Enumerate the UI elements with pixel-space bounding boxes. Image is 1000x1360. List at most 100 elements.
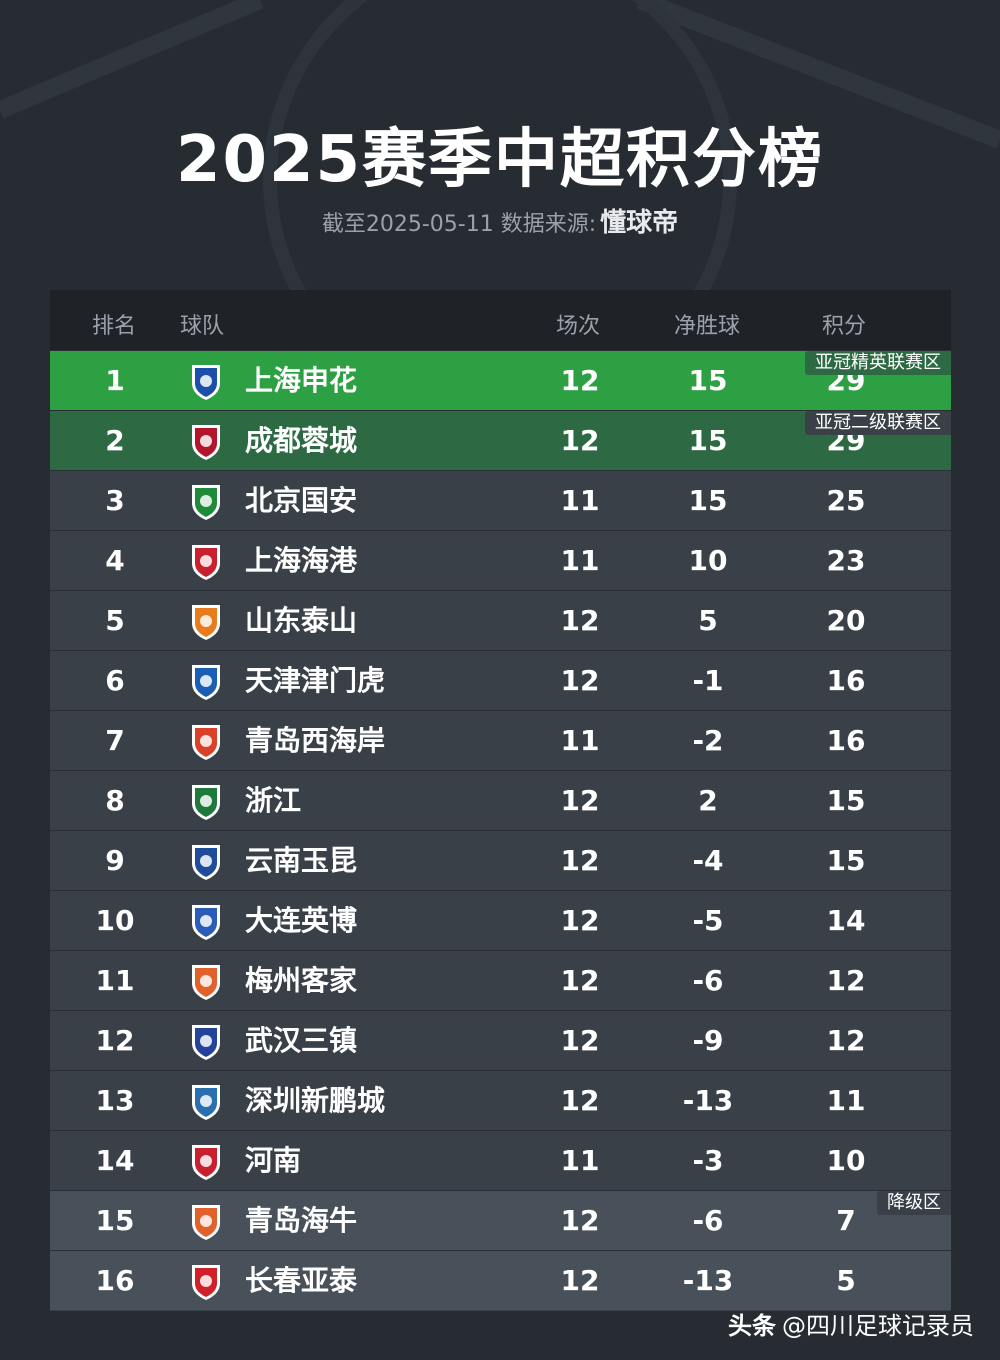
table-row: 3 北京国安 11 15 25 [50,470,951,530]
goal-diff-cell: 15 [688,484,728,517]
points-cell: 12 [826,964,866,997]
standings-table: 排名 球队 场次 净胜球 积分 1 上海申花 12 15 2 9 亚冠精英联赛区 2 成都蓉城 1… [50,290,951,1311]
team-logo-icon [186,541,226,581]
rank-cell: 1 [105,364,125,397]
header-played: 场次 [556,314,601,339]
played-cell: 12 [560,904,600,937]
team-name: 北京国安 [245,484,358,517]
zone-tag: 亚冠二级联赛区 [805,411,951,435]
team-logo-icon [186,481,226,521]
rank-cell: 4 [105,544,125,577]
team-logo-icon [186,721,226,761]
footer-watermark: 头条 @四川足球记录员 [728,1306,974,1341]
team-name: 上海海港 [245,544,358,577]
played-cell: 12 [560,784,600,817]
zone-tag: 亚冠精英联赛区 [805,351,951,375]
team-logo-icon [186,901,226,941]
source-brand: 懂球帝 [600,208,679,238]
goal-diff-cell: 15 [688,364,728,397]
team-logo-icon [186,601,226,641]
team-logo-icon [186,1261,226,1301]
goal-diff-cell: -9 [692,1024,724,1057]
team-name: 云南玉昆 [245,844,358,877]
team-logo-icon [186,361,226,401]
points-cell: 11 [826,1084,866,1117]
team-name: 天津津门虎 [245,664,386,697]
team-logo-icon [186,421,226,461]
played-cell: 12 [560,604,600,637]
goal-diff-cell: -1 [692,664,724,697]
goal-diff-cell: 2 [698,784,718,817]
table-row: 6 天津津门虎 12 -1 16 [50,650,951,710]
played-cell: 12 [560,1264,600,1297]
table-row: 4 上海海港 11 10 23 [50,530,951,590]
rank-cell: 3 [105,484,125,517]
table-row: 8 浙江 12 2 15 [50,770,951,830]
rank-cell: 13 [95,1084,135,1117]
team-name: 武汉三镇 [245,1024,358,1057]
team-name: 青岛海牛 [245,1204,358,1237]
table-row: 13 深圳新鹏城 12 -13 11 [50,1070,951,1130]
table-row: 10 大连英博 12 -5 14 [50,890,951,950]
goal-diff-cell: -13 [682,1264,734,1297]
played-cell: 12 [560,964,600,997]
team-logo-icon [186,1021,226,1061]
points-cell: 25 [826,484,866,517]
played-cell: 12 [560,1024,600,1057]
goal-diff-cell: 10 [688,544,728,577]
points-cell: 23 [826,544,866,577]
played-cell: 12 [560,424,600,457]
footer-prefix: 头条 [728,1312,776,1340]
team-name: 长春亚泰 [245,1264,358,1297]
goal-diff-cell: -3 [692,1144,724,1177]
goal-diff-cell: 5 [698,604,718,637]
points-cell: 12 [826,1024,866,1057]
team-name: 青岛西海岸 [245,724,386,757]
header-pts: 积分 [822,314,867,339]
rank-cell: 16 [95,1264,135,1297]
page-title: 2025赛季中超积分榜 [175,123,825,197]
points-cell: 16 [826,664,866,697]
table-row: 14 河南 11 -3 10 [50,1130,951,1190]
goal-diff-cell: 15 [688,424,728,457]
rank-cell: 11 [95,964,135,997]
zone-tag: 降级区 [877,1191,951,1215]
played-cell: 11 [560,1144,600,1177]
team-logo-icon [186,1141,226,1181]
goal-diff-cell: -4 [692,844,724,877]
team-name: 上海申花 [245,364,358,397]
goal-diff-cell: -6 [692,1204,724,1237]
header-team: 球队 [180,314,225,339]
table-row: 15 青岛海牛 12 -6 7 降级区 [50,1190,951,1250]
rank-cell: 12 [95,1024,135,1057]
rank-cell: 2 [105,424,125,457]
points-cell: 15 [826,784,866,817]
table-row: 2 成都蓉城 12 15 29 亚冠二级联赛区 [50,410,951,470]
header-rank: 排名 [92,314,137,339]
table-row: 1 上海申花 12 15 29 亚冠精英联赛区 [50,350,951,410]
team-name: 浙江 [245,784,302,817]
played-cell: 12 [560,1084,600,1117]
points-cell: 16 [826,724,866,757]
rank-cell: 8 [105,784,125,817]
team-name: 河南 [245,1144,302,1177]
played-cell: 12 [560,844,600,877]
team-logo-icon [186,961,226,1001]
header-gd: 净胜球 [674,314,741,339]
points-cell: 10 [826,1144,866,1177]
team-logo-icon [186,781,226,821]
points-cell: 7 [836,1204,856,1237]
rank-cell: 15 [95,1204,135,1237]
team-name: 山东泰山 [245,604,358,637]
page-subtitle: 截至2025-05-11 数据来源: 懂球帝 [0,202,1000,239]
rank-cell: 14 [95,1144,135,1177]
goal-diff-cell: -6 [692,964,724,997]
table-row: 7 青岛西海岸 11 -2 16 [50,710,951,770]
team-name: 梅州客家 [245,964,358,997]
rank-cell: 7 [105,724,125,757]
played-cell: 11 [560,484,600,517]
points-cell: 15 [826,844,866,877]
played-cell: 12 [560,1204,600,1237]
played-cell: 11 [560,544,600,577]
rank-cell: 9 [105,844,125,877]
